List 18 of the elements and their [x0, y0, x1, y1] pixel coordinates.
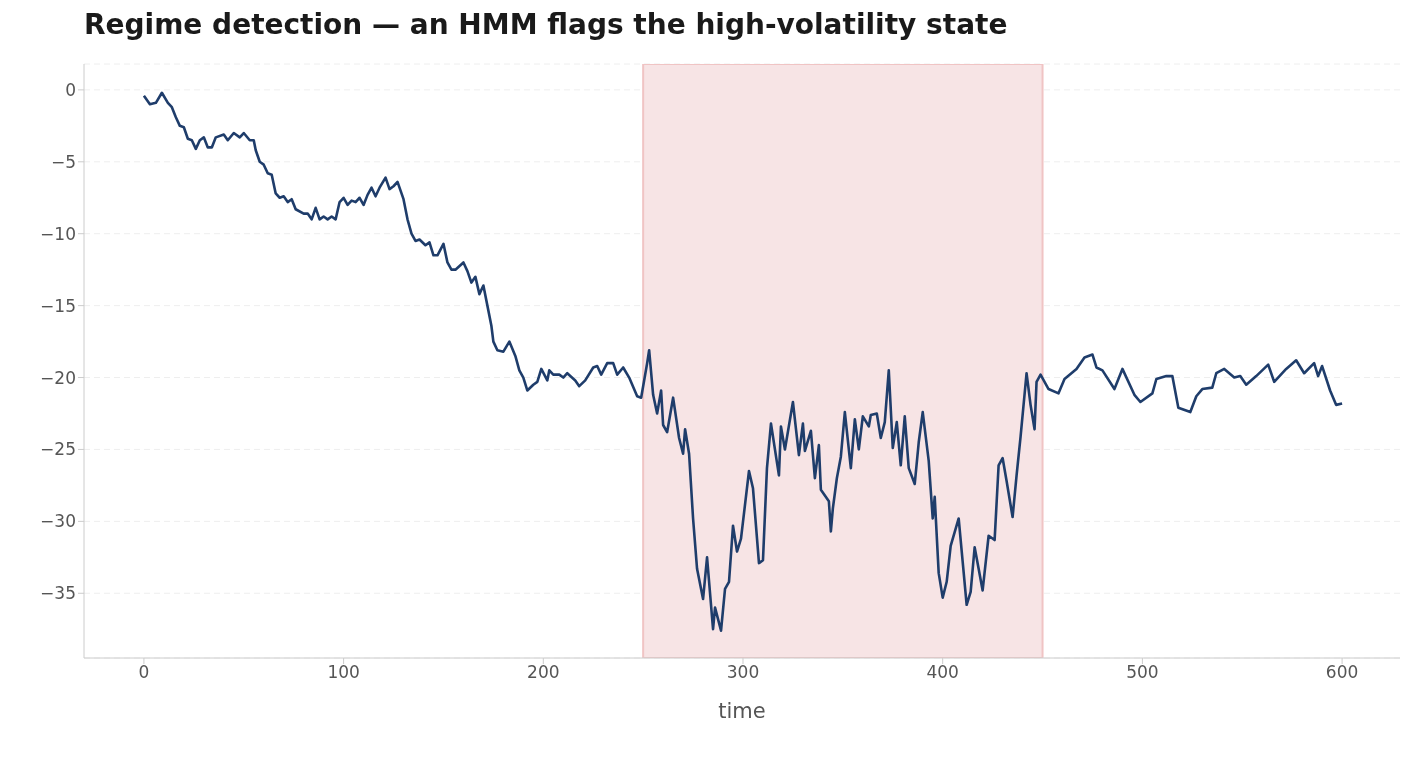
- y-tick-label: −10: [40, 223, 76, 244]
- x-tick-label: 100: [327, 662, 360, 683]
- y-tick-label: −15: [40, 295, 76, 316]
- y-tick-label: −20: [40, 367, 76, 388]
- y-tick-label: −30: [40, 511, 76, 532]
- x-tick-label: 200: [527, 662, 560, 683]
- x-tick-label: 500: [1126, 662, 1159, 683]
- x-tick-label: 0: [138, 662, 150, 683]
- y-tick-label: −25: [40, 439, 76, 460]
- x-tick-label: 300: [726, 662, 760, 683]
- y-tick-label: −5: [50, 151, 76, 172]
- x-tick-label: 400: [926, 662, 959, 683]
- chart-title: Regime detection — an HMM flags the high-volatility state: [84, 8, 1009, 43]
- y-tick-label: 0: [65, 79, 76, 100]
- x-axis-title: time: [718, 699, 766, 723]
- line-series: [142, 91, 1344, 632]
- y-tick-label: −35: [40, 583, 76, 604]
- x-tick-label: 600: [1325, 662, 1359, 683]
